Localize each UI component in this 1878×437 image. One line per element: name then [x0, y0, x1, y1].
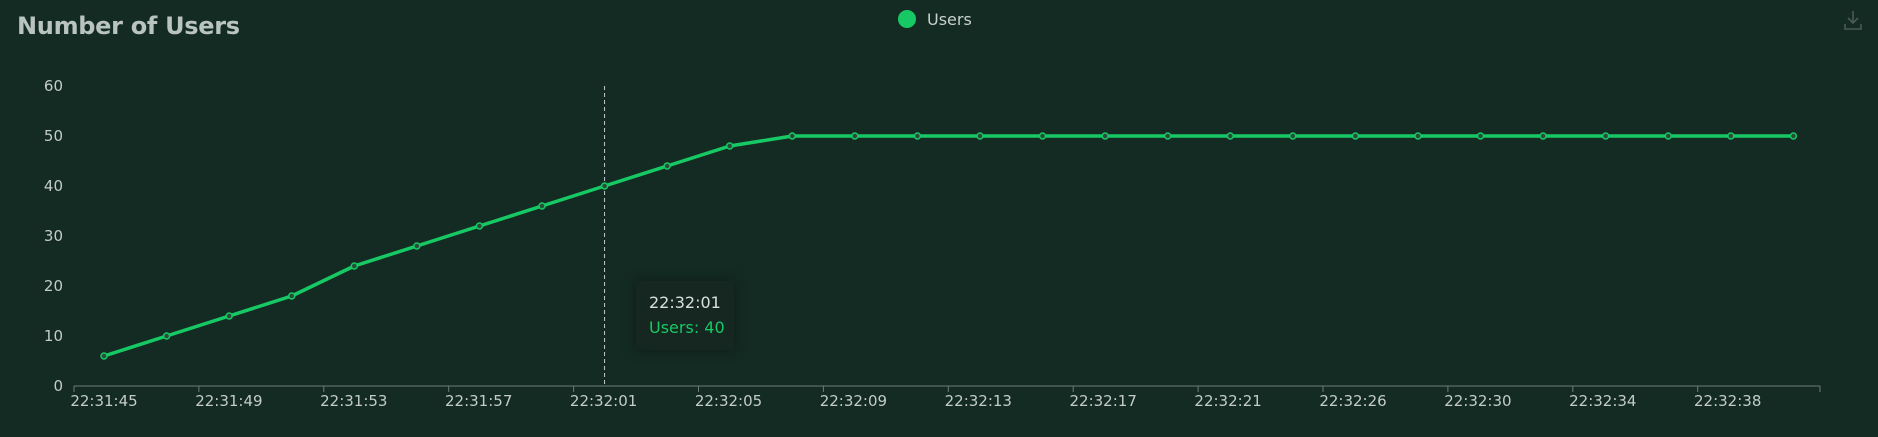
x-tick-label: 22:32:01 [570, 392, 637, 410]
legend-label-users: Users [927, 9, 972, 29]
legend-marker-users [898, 10, 916, 28]
tooltip-separator: : [693, 318, 705, 337]
x-tick-label: 22:32:34 [1569, 392, 1636, 410]
data-point [538, 202, 546, 210]
x-tick-label: 22:31:49 [195, 392, 262, 410]
chart-title: Number of Users [17, 12, 240, 40]
x-tick-label: 22:32:17 [1070, 392, 1137, 410]
data-point [1727, 132, 1735, 140]
data-point [1601, 132, 1610, 140]
x-tick-label: 22:32:38 [1694, 392, 1761, 410]
data-point [1289, 132, 1297, 140]
data-point [350, 262, 359, 270]
x-tick-label: 22:32:09 [820, 392, 887, 410]
data-point [913, 132, 922, 140]
data-point [1664, 132, 1672, 140]
data-point [287, 292, 296, 300]
data-point [413, 242, 421, 250]
data-point [663, 162, 671, 170]
data-point [788, 132, 797, 140]
data-point [1539, 132, 1547, 140]
data-point [1038, 132, 1047, 140]
data-point [725, 142, 734, 150]
y-tick-label: 40 [44, 177, 63, 195]
tooltip-series-label: Users [649, 318, 694, 337]
y-tick-label: 50 [44, 127, 63, 145]
x-tick-label: 22:31:57 [445, 392, 512, 410]
tooltip-series-row: Users: 40 [649, 315, 734, 340]
x-tick-label: 22:32:05 [695, 392, 762, 410]
y-tick-label: 20 [44, 277, 63, 295]
download-icon-glyph [1844, 11, 1862, 30]
y-tick-label: 30 [44, 227, 63, 245]
data-point [1414, 132, 1422, 140]
tooltip: 22:32:01 Users: 40 [636, 281, 734, 350]
data-point [1163, 132, 1172, 140]
data-point [851, 132, 859, 140]
data-point [1351, 132, 1360, 140]
x-tick-label: 22:32:26 [1319, 392, 1386, 410]
x-tick-label: 22:31:53 [320, 392, 387, 410]
data-point [1789, 132, 1798, 140]
download-icon[interactable] [1842, 9, 1864, 31]
legend[interactable]: Users [898, 4, 972, 34]
data-point [600, 182, 609, 190]
x-tick-label: 22:32:13 [945, 392, 1012, 410]
tooltip-x-label: 22:32:01 [649, 293, 721, 312]
data-point [162, 332, 171, 340]
data-point [100, 352, 108, 360]
y-tick-label: 60 [44, 77, 63, 95]
data-point [475, 222, 484, 230]
data-point [1226, 132, 1235, 140]
data-point [976, 132, 984, 140]
y-tick-label: 0 [53, 377, 63, 395]
data-point [1101, 132, 1109, 140]
tooltip-series-value: 40 [704, 318, 725, 337]
x-tick-label: 22:32:21 [1194, 392, 1261, 410]
x-tick-label: 22:31:45 [70, 392, 137, 410]
data-point [1476, 132, 1485, 140]
x-tick-label: 22:32:30 [1444, 392, 1511, 410]
data-point [225, 312, 233, 320]
y-tick-label: 10 [44, 327, 63, 345]
series-line-users [103, 134, 1794, 358]
